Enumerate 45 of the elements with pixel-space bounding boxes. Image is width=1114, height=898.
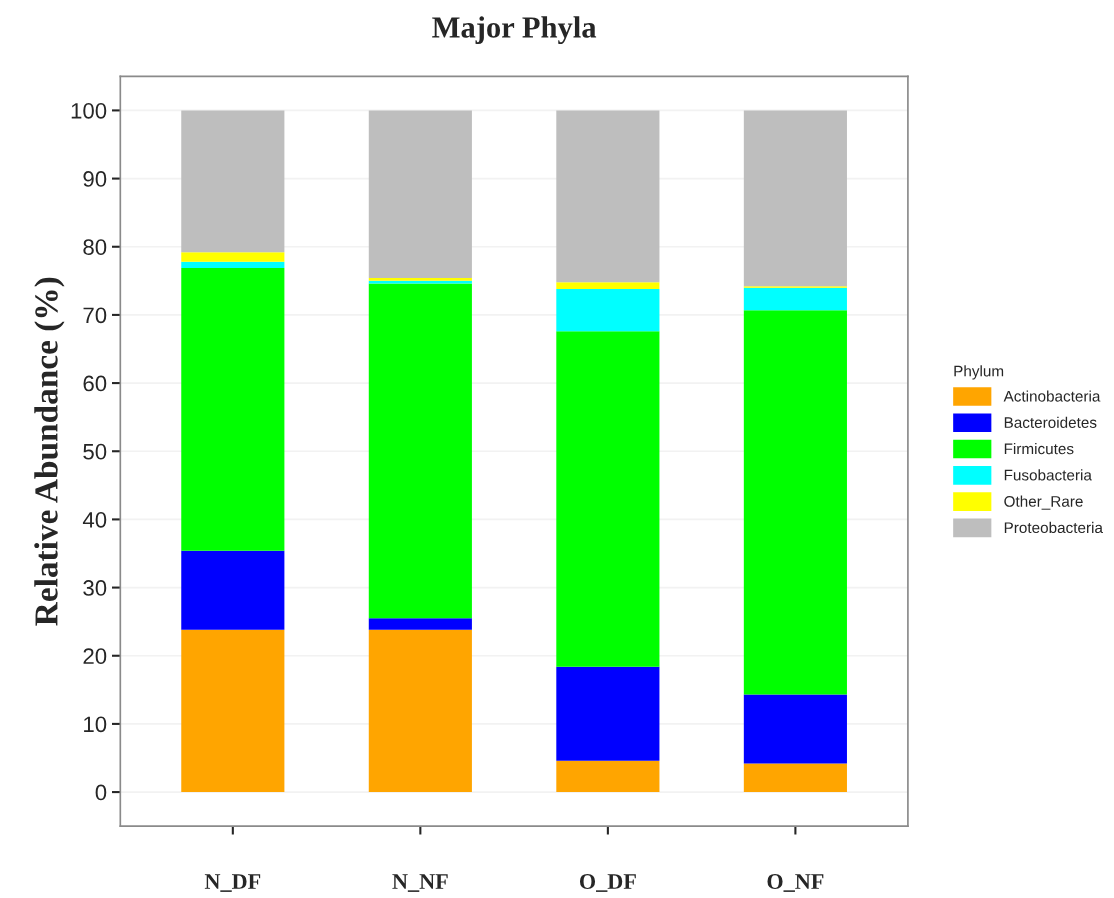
bar bbox=[181, 267, 285, 551]
x-tick-label: N_NF bbox=[392, 874, 448, 892]
bar bbox=[181, 550, 285, 630]
legend-label: Firmicutes bbox=[1004, 443, 1074, 455]
y-tick-label: 10 bbox=[84, 716, 107, 733]
bar bbox=[556, 666, 660, 761]
y-tick-label: 100 bbox=[71, 102, 107, 119]
y-tick-label: 70 bbox=[83, 307, 107, 324]
bar bbox=[556, 331, 660, 667]
bar bbox=[556, 282, 660, 290]
y-tick-label: 30 bbox=[83, 580, 107, 596]
y-tick-label: 40 bbox=[82, 511, 107, 528]
bar bbox=[368, 110, 472, 279]
legend-label: Actinobacteria bbox=[1003, 390, 1101, 402]
legend-label: Proteobacteria bbox=[1004, 521, 1103, 534]
bar bbox=[743, 287, 847, 311]
bar bbox=[181, 110, 285, 253]
bar bbox=[556, 110, 660, 283]
y-tick-label: 0 bbox=[95, 784, 107, 801]
legend-label: Other_Rare bbox=[1004, 495, 1083, 510]
bar bbox=[743, 310, 847, 695]
bar bbox=[556, 289, 660, 332]
y-axis-title: Relative Abundance (%) bbox=[34, 277, 65, 626]
bar bbox=[743, 110, 847, 287]
bar bbox=[181, 261, 285, 268]
legend-label: Bacteroidetes bbox=[1004, 416, 1097, 428]
bar bbox=[743, 694, 847, 764]
bar bbox=[181, 252, 285, 262]
bar bbox=[556, 760, 660, 793]
legend-label: Fusobacteria bbox=[1004, 469, 1092, 481]
bar bbox=[181, 629, 285, 793]
x-tick-label: O_DF bbox=[579, 874, 636, 892]
y-tick-label: 60 bbox=[83, 375, 107, 392]
x-tick-label: O_NF bbox=[767, 874, 824, 892]
bar bbox=[368, 283, 472, 619]
x-tick-label: N_DF bbox=[204, 874, 261, 892]
y-tick-label: 80 bbox=[83, 239, 107, 256]
y-tick-label: 50 bbox=[83, 443, 107, 460]
bar bbox=[743, 763, 847, 793]
chart-title: Major Phyla bbox=[432, 16, 597, 45]
y-tick-label: 20 bbox=[83, 648, 107, 665]
legend-title: Phylum bbox=[954, 365, 1004, 380]
y-tick-label: 90 bbox=[83, 171, 107, 187]
bar bbox=[368, 618, 472, 630]
bar bbox=[368, 629, 472, 793]
